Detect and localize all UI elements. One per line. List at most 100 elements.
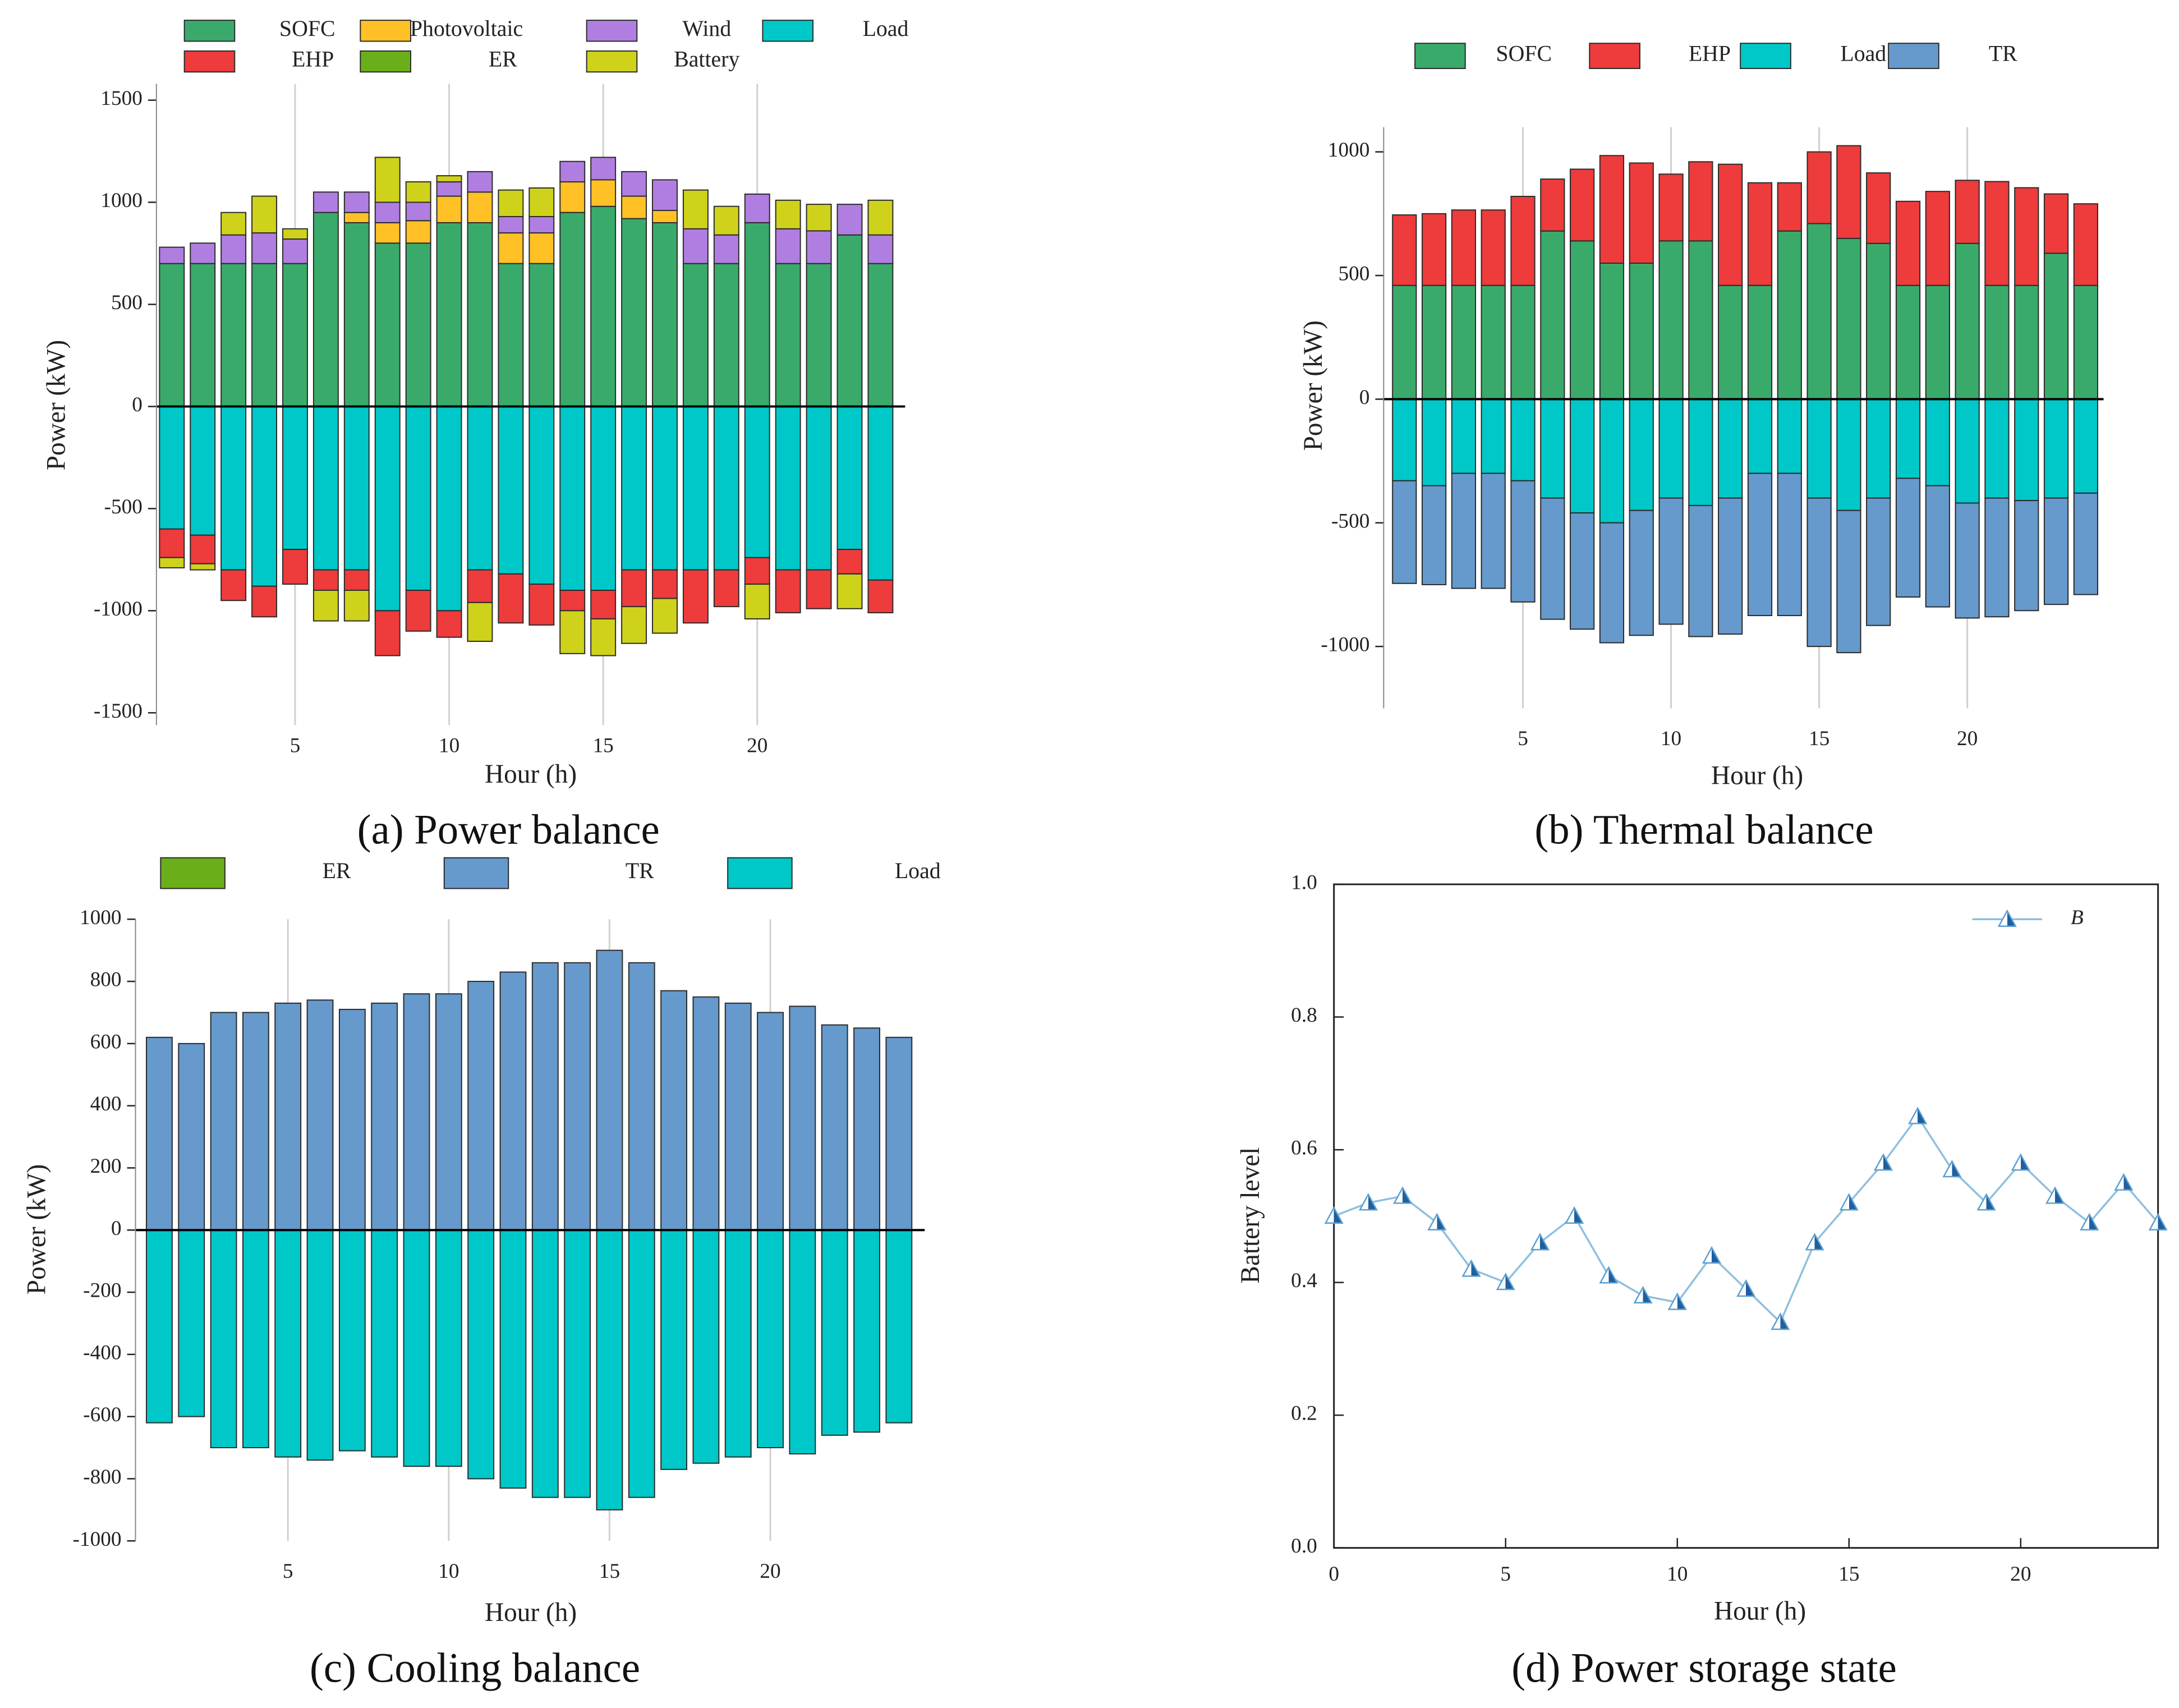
bar-segment (621, 406, 647, 571)
bar-segment (528, 232, 555, 264)
bar-segment (1955, 398, 1980, 504)
bar-segment (145, 1229, 173, 1424)
bar-segment (821, 1024, 848, 1231)
legend-label: Wind (682, 16, 731, 41)
bar-segment (1570, 168, 1595, 242)
bar-segment (251, 406, 278, 587)
bar-segment (836, 204, 863, 236)
bar-segment (343, 589, 370, 622)
y-axis-label: Power (kW) (42, 340, 71, 470)
bar-segment (343, 222, 370, 407)
bar-segment (590, 406, 617, 591)
y-tick-label: -500 (1331, 509, 1369, 532)
bar-segment (405, 589, 431, 632)
bar-segment (836, 406, 863, 550)
bar-segment (1451, 472, 1477, 589)
y-tick-label: -500 (104, 495, 142, 518)
bar-segment (467, 191, 493, 223)
bar-segment (1925, 284, 1950, 400)
bar-segment (467, 602, 493, 642)
bar-segment (1570, 398, 1595, 514)
legend-swatch (183, 50, 236, 73)
bar-segment (559, 181, 586, 213)
bar-segment (190, 263, 216, 407)
bar-segment (559, 406, 586, 591)
bar-segment (621, 195, 647, 219)
caption: (a) Power balance (357, 807, 660, 853)
bar-segment (652, 179, 678, 212)
bar-segment (652, 406, 678, 571)
bar-segment (1747, 398, 1773, 474)
marker (1599, 1266, 1619, 1284)
bar-segment (1599, 398, 1625, 524)
bar-segment (274, 1002, 302, 1231)
bar-segment (436, 222, 462, 407)
legend-marker (1997, 909, 2017, 927)
bar-segment (1540, 497, 1565, 620)
bar-segment (312, 589, 339, 622)
bar-segment (374, 157, 401, 203)
marker (2114, 1173, 2134, 1191)
legend-label: Load (895, 858, 941, 883)
y-tick-label: 400 (90, 1092, 122, 1115)
y-tick-label: 0 (132, 393, 142, 416)
bar-segment (499, 1229, 527, 1489)
bar-segment (724, 1229, 752, 1458)
bar-segment (775, 263, 801, 407)
legend-swatch (762, 20, 814, 42)
bar-segment (806, 406, 832, 571)
marker (1771, 1312, 1790, 1330)
bar-segment (836, 549, 863, 575)
y-tick-label: -800 (83, 1466, 121, 1489)
marker (1702, 1246, 1722, 1264)
legend-label: ER (489, 47, 517, 72)
x-tick-label: 20 (2010, 1563, 2031, 1586)
bar-segment (1866, 497, 1891, 626)
bar-segment (836, 234, 863, 407)
bar-segment (220, 569, 247, 602)
legend-label: TR (626, 858, 654, 883)
bar-segment (403, 1229, 430, 1467)
x-tick-label: 20 (1957, 727, 1978, 750)
legend-swatch (183, 20, 236, 42)
bar-segment (282, 406, 308, 550)
bar-segment (1421, 213, 1447, 286)
legend-swatch (360, 50, 411, 73)
bar-segment (559, 589, 586, 612)
legend-label: Photovoltaic (410, 16, 523, 41)
bar-segment (374, 242, 401, 407)
chart-panel: (a) Power balance Hour (h) Power (kW) 5 10 15… (42, 16, 908, 853)
bar-segment (2014, 500, 2039, 612)
bar-segment (682, 569, 709, 624)
x-tick-label: 10 (439, 734, 459, 757)
bar-segment (343, 212, 370, 223)
x-axis-label: Hour (h) (1714, 1597, 1806, 1626)
bar-segment (1984, 398, 2010, 499)
marker (1633, 1285, 1653, 1303)
bar-segment (338, 1229, 366, 1452)
bar-segment (1925, 191, 1950, 286)
bar-segment (1481, 284, 1506, 400)
bar-segment (628, 1229, 655, 1498)
y-tick-label: 1000 (100, 189, 142, 212)
bar-segment (559, 160, 586, 183)
bar-segment (528, 215, 555, 234)
bar-segment (159, 557, 185, 568)
bar-segment (789, 1005, 816, 1231)
bar-segment (744, 222, 770, 407)
bar-segment (190, 406, 216, 536)
x-tick-label: 20 (747, 734, 767, 757)
bar-segment (343, 406, 370, 571)
bar-segment (1955, 180, 1980, 244)
bar-segment (1392, 284, 1417, 400)
bar-segment (190, 534, 216, 564)
bar-segment (190, 242, 216, 264)
bar-segment (343, 191, 370, 213)
bar-segment (1421, 485, 1447, 585)
bar-segment (220, 212, 247, 236)
bar-segment (1451, 398, 1477, 474)
bar-segment (1688, 504, 1713, 637)
bar-segment (528, 406, 555, 585)
marker (1496, 1273, 1515, 1291)
bar-segment (1510, 480, 1536, 603)
